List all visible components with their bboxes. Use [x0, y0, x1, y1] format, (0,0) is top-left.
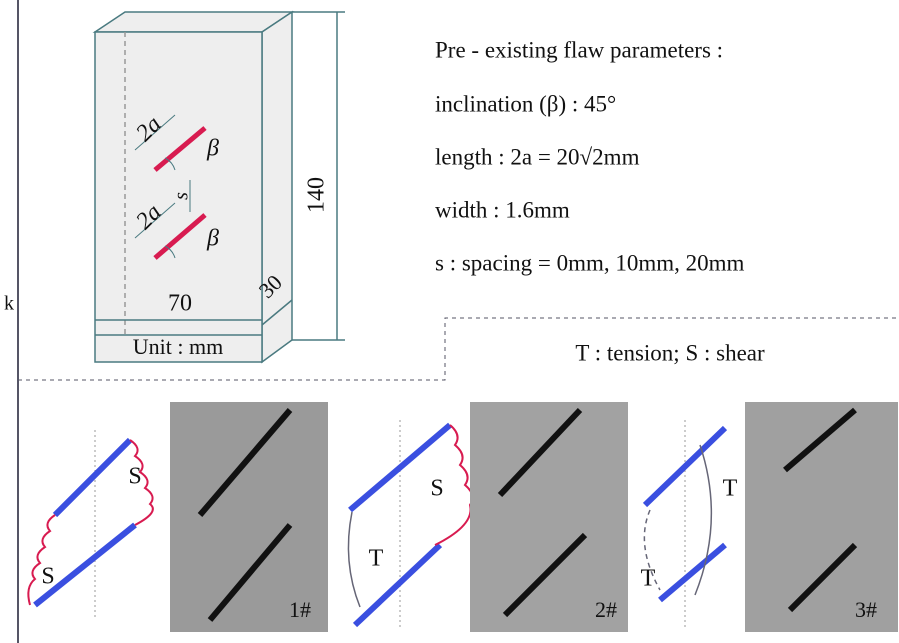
- legend: T : tension; S : shear: [575, 340, 765, 365]
- mechanism-label: S: [41, 564, 54, 590]
- width-label: 70: [168, 291, 192, 317]
- parameter-line: width : 1.6mm: [435, 197, 570, 222]
- flaw-angle: β: [206, 226, 219, 252]
- mechanism-label: S: [128, 464, 141, 490]
- specimen-number: 2#: [595, 597, 617, 622]
- flaw-angle: β: [206, 136, 219, 162]
- unit-label: Unit : mm: [133, 334, 223, 359]
- spacing-label: s: [171, 192, 193, 200]
- mechanism-label: S: [430, 476, 443, 502]
- mechanism-label: T: [723, 476, 738, 502]
- photos: [170, 402, 898, 632]
- parameter-line: length : 2a = 20√2mm: [435, 144, 640, 169]
- edge-text: k: [4, 293, 14, 315]
- parameters-title: Pre - existing flaw parameters :: [435, 37, 723, 62]
- specimen-number: 3#: [855, 597, 877, 622]
- parameter-line: inclination (β) : 45°: [435, 91, 616, 116]
- parameter-line: s : spacing = 0mm, 10mm, 20mm: [435, 250, 745, 275]
- parameter-list: inclination (β) : 45° length : 2a = 20√2m…: [435, 91, 745, 275]
- height-label: 140: [304, 177, 330, 213]
- specimen-number: 1#: [289, 597, 311, 622]
- mechanism-label: T: [369, 546, 384, 572]
- mechanism-label: T: [641, 566, 656, 592]
- figure: k 2a β s 2a β 140 30 70 Unit : mm Pre - …: [0, 0, 899, 643]
